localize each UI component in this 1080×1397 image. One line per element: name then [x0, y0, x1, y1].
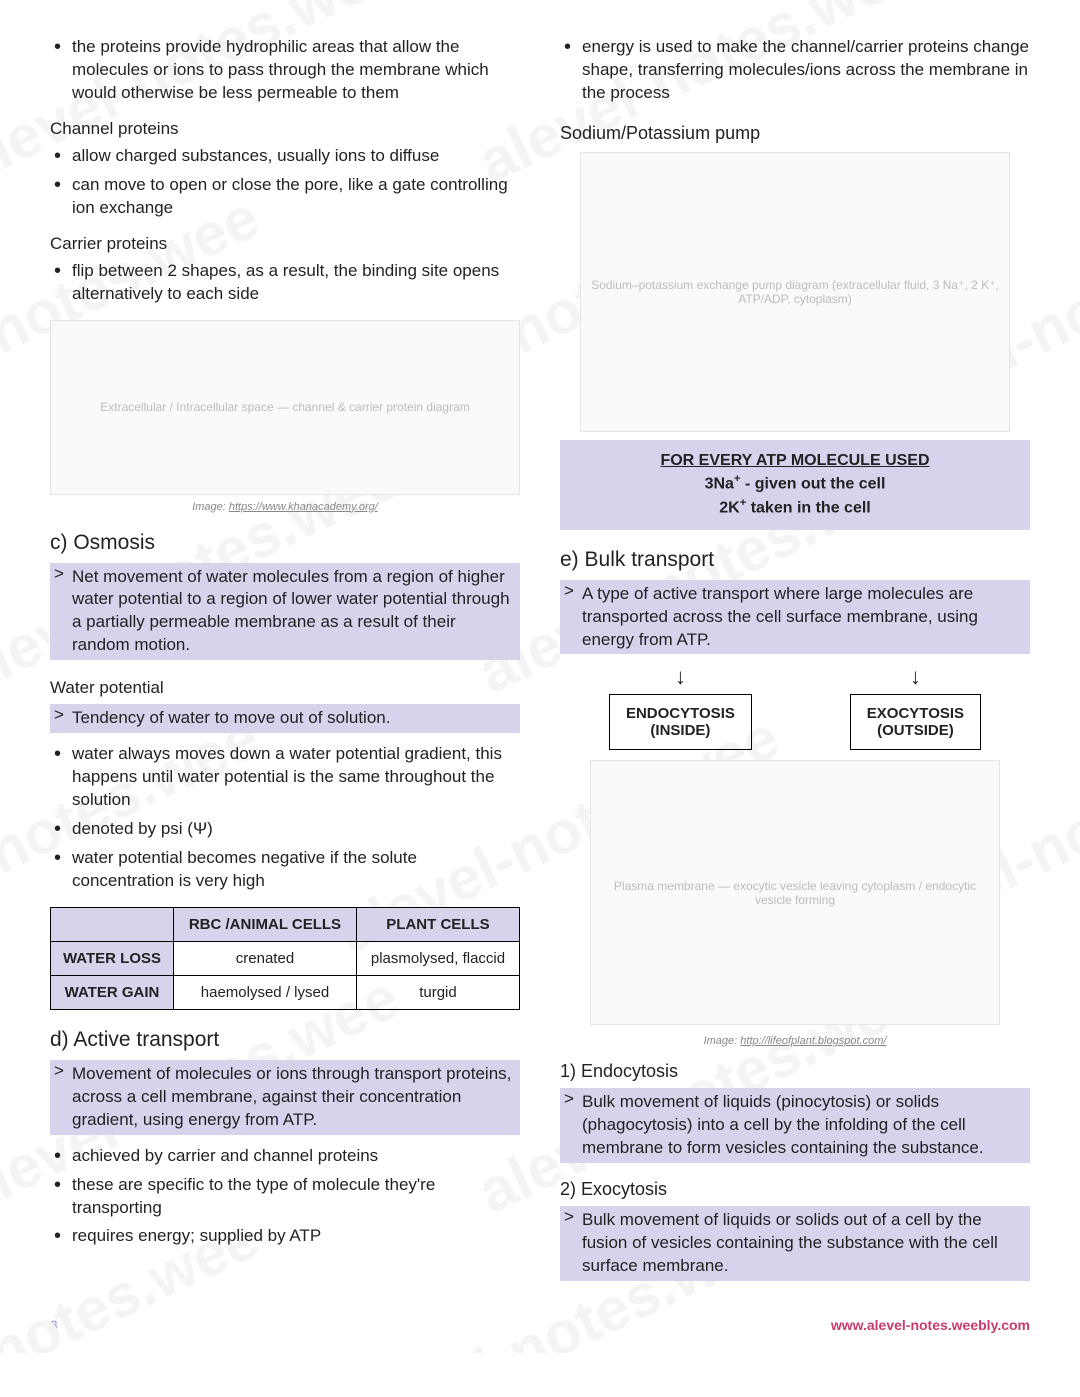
water-potential-table: RBC /ANIMAL CELLS PLANT CELLS WATER LOSS…	[50, 907, 520, 1010]
cytosis-caption: Image: http://lifeofplant.blogspot.com/	[560, 1035, 1030, 1047]
atp-line1: FOR EVERY ATP MOLECULE USED	[566, 450, 1024, 472]
atp-line2-rest: - given out the cell	[741, 476, 886, 493]
active-transport-definition: Movement of molecules or ions through tr…	[50, 1060, 520, 1135]
atp-summary-box: FOR EVERY ATP MOLECULE USED 3Na+ - given…	[560, 440, 1030, 530]
caption-link[interactable]: https://www.khanacademy.org/	[229, 501, 378, 513]
carrier-bullets: flip between 2 shapes, as a result, the …	[50, 260, 520, 306]
col-header-plant: PLANT CELLS	[356, 907, 519, 941]
intro-bullets: the proteins provide hydrophilic areas t…	[50, 36, 520, 105]
atp-k: 2K	[719, 499, 739, 516]
bullet-item: flip between 2 shapes, as a result, the …	[50, 260, 520, 306]
arrow-down-icon: ↓	[910, 664, 921, 690]
bullet-item: denoted by psi (Ψ)	[50, 818, 520, 841]
carrier-proteins-head: Carrier proteins	[50, 234, 520, 254]
cytosis-diagram: Plasma membrane — exocytic vesicle leavi…	[590, 760, 1000, 1025]
energy-bullets: energy is used to make the channel/carri…	[560, 36, 1030, 105]
col-header-rbc: RBC /ANIMAL CELLS	[173, 907, 356, 941]
cell: haemolysed / lysed	[173, 975, 356, 1009]
bullet-item: water potential becomes negative if the …	[50, 847, 520, 893]
bullet-item: these are specific to the type of molecu…	[50, 1174, 520, 1220]
osmosis-definition: Net movement of water molecules from a r…	[50, 563, 520, 661]
page-number: 3	[50, 1317, 58, 1333]
active-transport-bullets: achieved by carrier and channel proteins…	[50, 1145, 520, 1249]
table-corner	[51, 907, 174, 941]
left-column: the proteins provide hydrophilic areas t…	[50, 30, 520, 1291]
caption-link[interactable]: http://lifeofplant.blogspot.com/	[740, 1035, 886, 1047]
exocytosis-definition: Bulk movement of liquids or solids out o…	[560, 1206, 1030, 1281]
cell: plasmolysed, flaccid	[356, 941, 519, 975]
carrier-caption: Image: https://www.khanacademy.org/	[50, 501, 520, 513]
right-column: energy is used to make the channel/carri…	[560, 30, 1030, 1291]
atp-line2: 3Na+ - given out the cell	[566, 472, 1024, 496]
table-row: WATER GAIN haemolysed / lysed turgid	[51, 975, 520, 1009]
bullet-item: requires energy; supplied by ATP	[50, 1225, 520, 1248]
endocytosis-definition: Bulk movement of liquids (pinocytosis) o…	[560, 1088, 1030, 1163]
water-potential-head: Water potential	[50, 678, 520, 698]
atp-na: 3Na	[705, 476, 734, 493]
atp-line3: 2K+ taken in the cell	[566, 496, 1024, 520]
cytosis-boxes: ↓ ENDOCYTOSIS (INSIDE) ↓ EXOCYTOSIS (OUT…	[560, 664, 1030, 750]
cell: crenated	[173, 941, 356, 975]
osmosis-head: c) Osmosis	[50, 531, 520, 555]
sodium-pump-head: Sodium/Potassium pump	[560, 123, 1030, 144]
exocytosis-box: EXOCYTOSIS (OUTSIDE)	[850, 694, 981, 750]
bullet-item: energy is used to make the channel/carri…	[560, 36, 1030, 105]
active-transport-head: d) Active transport	[50, 1028, 520, 1052]
arrow-down-icon: ↓	[675, 664, 686, 690]
table-row: WATER LOSS crenated plasmolysed, flaccid	[51, 941, 520, 975]
exocytosis-head: 2) Exocytosis	[560, 1179, 1030, 1200]
page-footer: 3 www.alevel-notes.weebly.com	[50, 1317, 1030, 1333]
water-potential-bullets: water always moves down a water potentia…	[50, 743, 520, 893]
diagram-alt: Plasma membrane — exocytic vesicle leavi…	[591, 879, 999, 907]
row-header-loss: WATER LOSS	[51, 941, 174, 975]
caption-prefix: Image:	[192, 501, 229, 513]
site-url[interactable]: www.alevel-notes.weebly.com	[831, 1317, 1030, 1333]
caption-prefix: Image:	[704, 1035, 741, 1047]
bulk-transport-head: e) Bulk transport	[560, 548, 1030, 572]
bullet-item: achieved by carrier and channel proteins	[50, 1145, 520, 1168]
bullet-item: can move to open or close the pore, like…	[50, 174, 520, 220]
diagram-alt: Extracellular / Intracellular space — ch…	[100, 400, 470, 414]
row-header-gain: WATER GAIN	[51, 975, 174, 1009]
channel-bullets: allow charged substances, usually ions t…	[50, 145, 520, 220]
channel-proteins-head: Channel proteins	[50, 119, 520, 139]
bullet-item: the proteins provide hydrophilic areas t…	[50, 36, 520, 105]
diagram-alt: Sodium–potassium exchange pump diagram (…	[581, 278, 1009, 306]
atp-line3-rest: taken in the cell	[746, 499, 870, 516]
bullet-item: water always moves down a water potentia…	[50, 743, 520, 812]
carrier-protein-diagram: Extracellular / Intracellular space — ch…	[50, 320, 520, 495]
cell: turgid	[356, 975, 519, 1009]
water-potential-definition: Tendency of water to move out of solutio…	[50, 704, 520, 733]
page-content: the proteins provide hydrophilic areas t…	[50, 30, 1030, 1291]
endocytosis-head: 1) Endocytosis	[560, 1061, 1030, 1082]
endocytosis-box: ENDOCYTOSIS (INSIDE)	[609, 694, 752, 750]
bullet-item: allow charged substances, usually ions t…	[50, 145, 520, 168]
bulk-transport-definition: A type of active transport where large m…	[560, 580, 1030, 655]
sodium-pump-diagram: Sodium–potassium exchange pump diagram (…	[580, 152, 1010, 432]
